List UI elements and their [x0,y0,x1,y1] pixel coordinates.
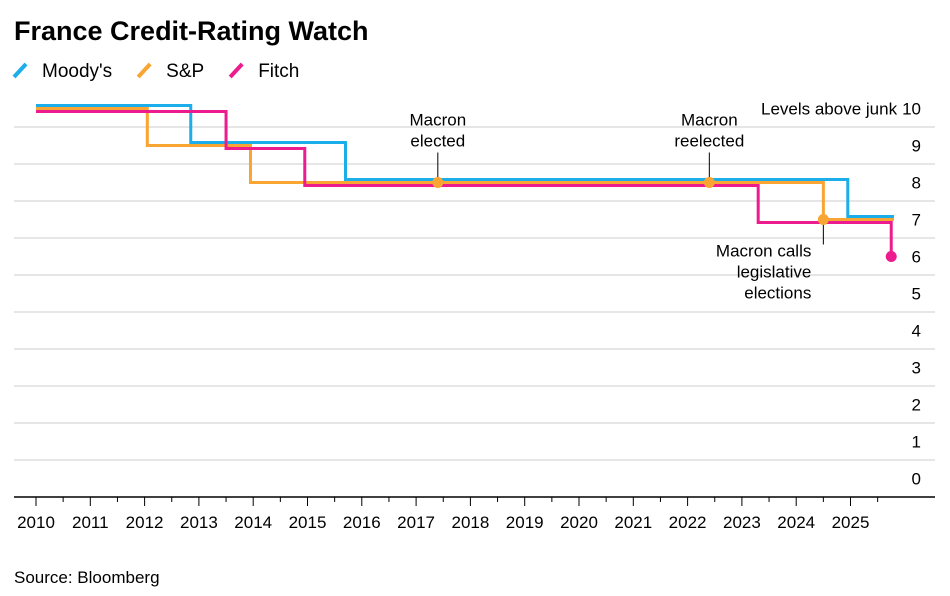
legend-swatch-moody-s [12,62,28,79]
x-tick-label-2010: 2010 [17,513,55,532]
chart-title: France Credit-Rating Watch [14,16,369,46]
y-tick-9: 9 [912,137,921,156]
annotation-line: Macron [409,111,466,130]
x-tick-label-2023: 2023 [723,513,761,532]
legend-swatch-s-p [136,62,152,79]
x-tick-label-2015: 2015 [289,513,327,532]
x-tick-label-2020: 2020 [560,513,598,532]
legend: Moody's S&P Fitch [12,61,299,82]
x-tick-label-2024: 2024 [777,513,815,532]
x-tick-label-2018: 2018 [451,513,489,532]
x-axis: 2010 2011 2012 2013 2014 2015 2016 2017 2018 2019… [14,496,935,532]
annotations: Macron elected Macron reelected Macron calls… [409,111,897,303]
x-tick-label-2022: 2022 [669,513,707,532]
annotation-macron-reelected: Macron reelected [674,111,744,151]
annotation-line: elections [744,284,811,303]
source-note: Source: Bloomberg [14,568,160,587]
annotation-marker-point-3 [885,251,897,262]
annotation-line: Macron [681,111,738,130]
series-lines [36,104,894,260]
gridlines [14,126,935,461]
y-tick-4: 4 [912,322,921,341]
series-line-s-p [36,107,894,221]
series-line-fitch [36,110,893,260]
y-tick-0: 0 [912,470,921,489]
y-tick-7: 7 [912,211,921,230]
y-tick-3: 3 [912,359,921,378]
annotation-marker-macron-reelected [703,177,715,188]
x-tick-label-2021: 2021 [614,513,652,532]
y-tick-1: 1 [912,433,921,452]
x-tick-label-2011: 2011 [72,513,109,532]
y-tick-6: 6 [912,248,921,267]
y-tick-8: 8 [912,174,921,193]
annotation-marker-macron-calls-legislative-elections [817,214,829,225]
y-axis-label: Levels above junk [761,100,898,119]
legend-label-moody-s: Moody's [42,61,112,82]
x-tick-label-2012: 2012 [126,513,164,532]
legend-label-s-p: S&P [166,61,204,82]
x-tick-label-2017: 2017 [397,513,435,532]
y-axis: 0 1 2 3 4 5 6 7 8 9 10 [902,100,921,489]
x-tick-label-2014: 2014 [234,513,272,532]
legend-swatch-fitch [228,62,244,79]
y-tick-10: 10 [902,100,921,119]
legend-label-fitch: Fitch [258,61,299,82]
y-tick-2: 2 [912,396,921,415]
annotation-line: reelected [674,132,744,151]
annotation-line: Macron calls [716,242,811,261]
annotation-line: elected [410,132,465,151]
annotation-macron-elected: Macron elected [409,111,466,151]
y-tick-5: 5 [912,285,921,304]
x-tick-label-2019: 2019 [506,513,544,532]
annotation-line: legislative [737,263,812,282]
x-tick-label-2025: 2025 [832,513,870,532]
annotation-macron-calls-legislative-elections: Macron calls legislative elections [716,242,811,303]
x-tick-label-2016: 2016 [343,513,381,532]
annotation-marker-macron-elected [432,177,444,188]
x-tick-label-2013: 2013 [180,513,218,532]
